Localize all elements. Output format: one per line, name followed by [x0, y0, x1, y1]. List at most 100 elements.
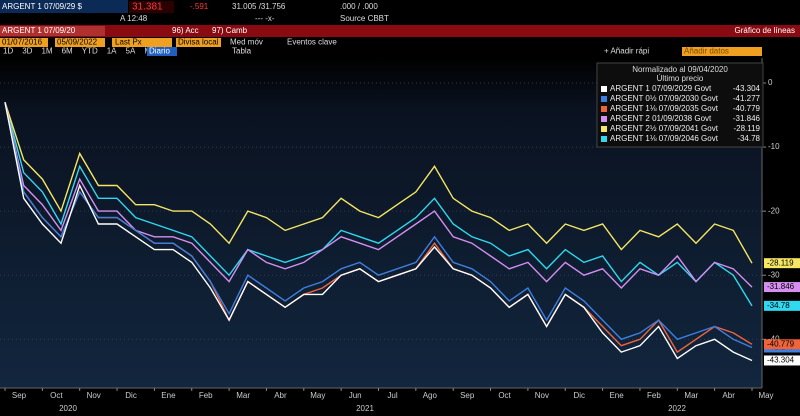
period-button[interactable]: 1D: [3, 47, 13, 56]
legend-value: -41.277: [733, 94, 761, 103]
last-value-tag: [764, 282, 800, 293]
period-button[interactable]: 3D: [22, 47, 32, 56]
legend-swatch: [601, 106, 607, 112]
legend-label: ARGENT 1 07/09/2029 Govt: [610, 84, 712, 93]
legend-subtitle: Último precio: [657, 74, 704, 83]
legend-value: -28.119: [733, 124, 760, 133]
x-tick-label: Jun: [349, 391, 362, 400]
legend-label: ARGENT 2 01/09/2038 Govt: [610, 114, 712, 123]
toolbar-bar: [0, 25, 800, 37]
y-tick-label: 0: [768, 78, 773, 87]
series-line: [4, 102, 753, 349]
legend-label: ARGENT 1⅛ 07/09/2046 Govt: [610, 134, 719, 143]
legend-swatch: [601, 96, 607, 102]
y-tick-label: -20: [768, 206, 780, 215]
add-data-box[interactable]: [682, 47, 762, 56]
last-value-tag: [764, 339, 800, 350]
x-tick-label: Dic: [125, 391, 137, 400]
series-line: [4, 102, 753, 290]
start-date-box[interactable]: [0, 38, 48, 47]
legend-value: -31.846: [733, 114, 761, 123]
legend-label: ARGENT 1⅛ 07/09/2035 Govt: [610, 104, 719, 113]
x-tick-label: Ene: [609, 391, 624, 400]
x-tick-label: Nov: [535, 391, 549, 400]
security: ARGENT 1 07/09/20: [2, 26, 76, 35]
security-box[interactable]: [0, 26, 105, 36]
series-line: [4, 102, 753, 362]
legend-swatch: [601, 126, 607, 132]
x-tick-label: Jul: [387, 391, 397, 400]
field-box[interactable]: [112, 38, 172, 47]
bid-ask: 31.005 /31.756: [232, 2, 286, 11]
last-value-label: -31.846: [767, 282, 795, 291]
ticker: ARGENT 1 07/09/29 $: [2, 2, 82, 11]
legend-value: -34.78: [737, 134, 760, 143]
legend-label: ARGENT 0½ 07/09/2030 Govt: [610, 94, 719, 103]
x-tick-label: Sep: [12, 391, 27, 400]
series-line: [4, 101, 753, 264]
x-tick-label: Ago: [423, 391, 438, 400]
x-tick-label: May: [758, 391, 773, 400]
acc-button[interactable]: 96) Acc: [172, 26, 199, 35]
source: Source CBBT: [340, 14, 389, 23]
chart-type: Gráfico de líneas: [735, 26, 795, 35]
end-date-box[interactable]: [55, 38, 105, 47]
x-tick-label: Abr: [274, 391, 287, 400]
series-line: [4, 102, 753, 307]
spread: --- -x-: [255, 14, 275, 23]
period-button[interactable]: 6M: [62, 47, 73, 56]
legend-swatch: [601, 116, 607, 122]
y-tick-label: -40: [768, 334, 780, 343]
year-label: 2021: [356, 404, 374, 413]
x-tick-label: Dic: [573, 391, 585, 400]
currency-box[interactable]: [176, 38, 221, 47]
last-value-tag: [764, 258, 800, 269]
add-quick[interactable]: + Añadir rápi: [604, 47, 649, 56]
y-tick-label: -10: [768, 142, 780, 151]
x-tick-label: May: [310, 391, 325, 400]
last-value-label: -43.304: [767, 356, 795, 365]
frequency-box[interactable]: [147, 47, 177, 56]
field: Last Px: [115, 38, 142, 47]
price: 31.381: [132, 2, 163, 13]
x-tick-label: Feb: [199, 391, 213, 400]
legend-swatch: [601, 86, 607, 92]
camb-button[interactable]: 97) Camb: [212, 26, 248, 35]
currency: Divisa local: [178, 38, 219, 47]
year-label: 2022: [668, 404, 686, 413]
moving-avg[interactable]: Med móv: [230, 38, 263, 47]
time: A 12:48: [120, 14, 148, 23]
x-tick-label: Oct: [498, 391, 511, 400]
events[interactable]: Eventos clave: [287, 38, 337, 47]
x-tick-label: Feb: [647, 391, 661, 400]
legend-value: -40.779: [733, 104, 761, 113]
end-date: 05/09/2022: [57, 38, 98, 47]
x-tick-label: Nov: [87, 391, 101, 400]
ticker-box: [0, 0, 128, 13]
legend-title: Normalizado al 09/04/2020: [632, 65, 728, 74]
x-tick-label: Oct: [50, 391, 63, 400]
x-tick-label: Sep: [460, 391, 475, 400]
period-button[interactable]: 5A: [126, 47, 136, 56]
period-button[interactable]: 1M: [41, 47, 52, 56]
last-value-label: -28.119: [767, 258, 794, 267]
legend-value: -43.304: [733, 84, 761, 93]
frequency: Diario: [149, 47, 170, 56]
legend-swatch: [601, 136, 607, 142]
last-value-tag: [764, 300, 800, 311]
last-value-label: -34.78: [767, 301, 790, 310]
plot: 0 -10 -20 -30 -40 Sep Oct Nov Dic Ene Feb Mar Abr May…: [0, 58, 800, 413]
period-button[interactable]: YTD: [82, 47, 98, 56]
year-label: 2020: [59, 404, 77, 413]
last-value-label: -40.779: [767, 339, 795, 348]
x-tick-label: Mar: [684, 391, 698, 400]
change: -.591: [190, 2, 209, 11]
y-tick-label: -30: [768, 270, 780, 279]
legend-box: [596, 62, 764, 148]
table-button[interactable]: Tabla: [232, 47, 252, 56]
start-date: 01/07/2016: [2, 38, 43, 47]
x-tick-label: Mar: [236, 391, 250, 400]
period-button[interactable]: 1A: [107, 47, 117, 56]
